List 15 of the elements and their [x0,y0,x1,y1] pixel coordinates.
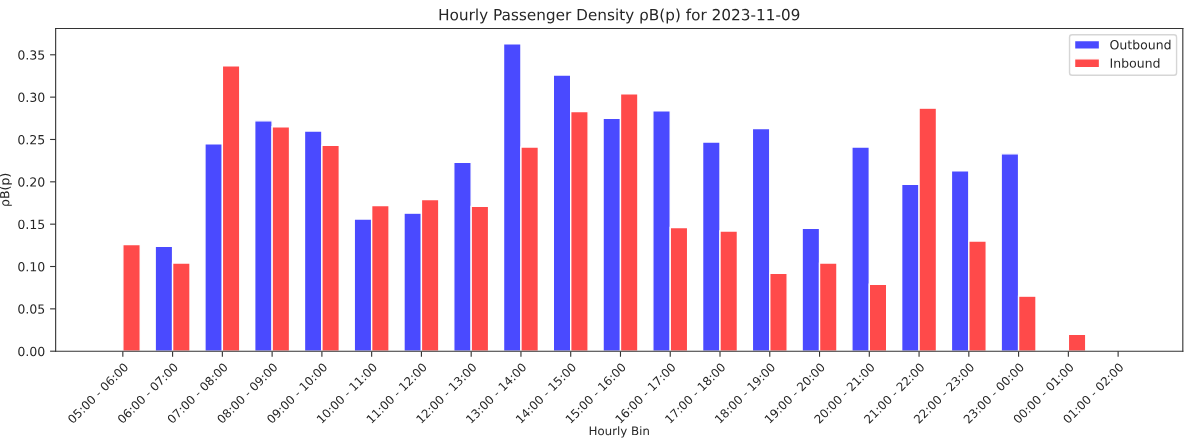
x-axis-title: Hourly Bin [589,426,649,438]
y-axis-title: ρB(p) [0,173,12,206]
y-tick-label: 0.15 [18,219,45,230]
legend-label: Outbound [1110,39,1171,50]
y-tick-label: 0.10 [18,261,45,272]
y-tick-label: 0.35 [18,50,45,60]
y-tick-label: 0.05 [18,304,45,314]
y-tick-label: 0.20 [18,177,45,187]
bar [122,243,141,352]
bar [1067,333,1087,352]
chart-title: Hourly Passenger Density ρB(p) for 2023-11-09 [439,8,800,24]
legend-label: Inbound [1110,58,1160,68]
y-tick-label: 0.30 [18,92,45,103]
y-tick-label: 0.00 [18,346,45,357]
y-tick-label: 0.25 [18,134,45,145]
